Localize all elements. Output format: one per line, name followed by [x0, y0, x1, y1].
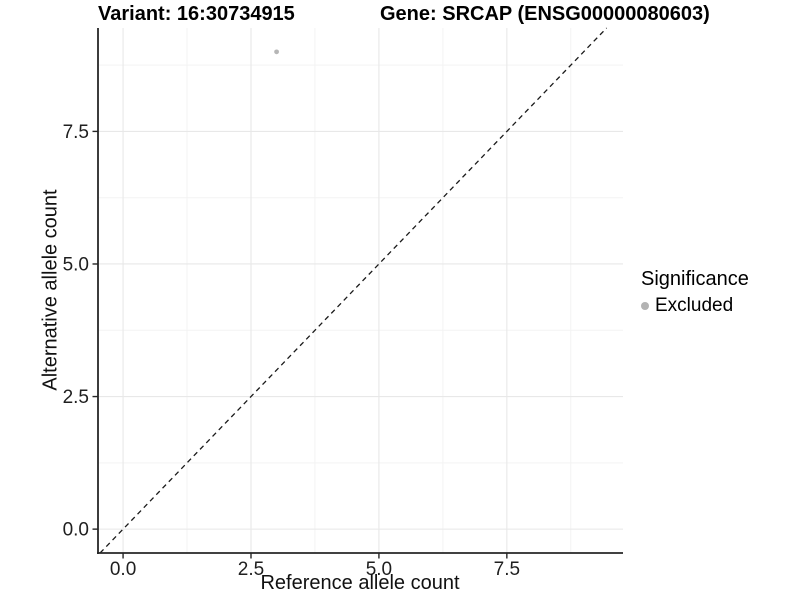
legend-item-excluded: Excluded	[641, 295, 749, 317]
x-tick-label: 2.5	[238, 559, 264, 580]
y-tick-label: 7.5	[63, 122, 89, 143]
x-tick-label: 5.0	[366, 559, 392, 580]
identity-dashed-line	[99, 27, 608, 554]
gene-title: Gene: SRCAP (ENSG00000080603)	[380, 3, 710, 25]
y-axis-title: Alternative allele count	[39, 189, 62, 391]
y-tick-label: 2.5	[63, 387, 89, 408]
legend-item-label: Excluded	[655, 295, 734, 316]
x-tick-label: 7.5	[494, 559, 520, 580]
x-tick-label: 0.0	[110, 559, 136, 580]
y-tick-label: 5.0	[63, 254, 89, 275]
variant-title: Variant: 16:30734915	[98, 3, 295, 25]
legend-key-dot-icon	[641, 302, 649, 310]
y-tick-label: 0.0	[63, 520, 89, 541]
legend: Significance Excluded	[641, 268, 749, 317]
x-axis-title: Reference allele count	[260, 572, 460, 594]
legend-title: Significance	[641, 268, 749, 290]
data-point	[274, 49, 279, 55]
